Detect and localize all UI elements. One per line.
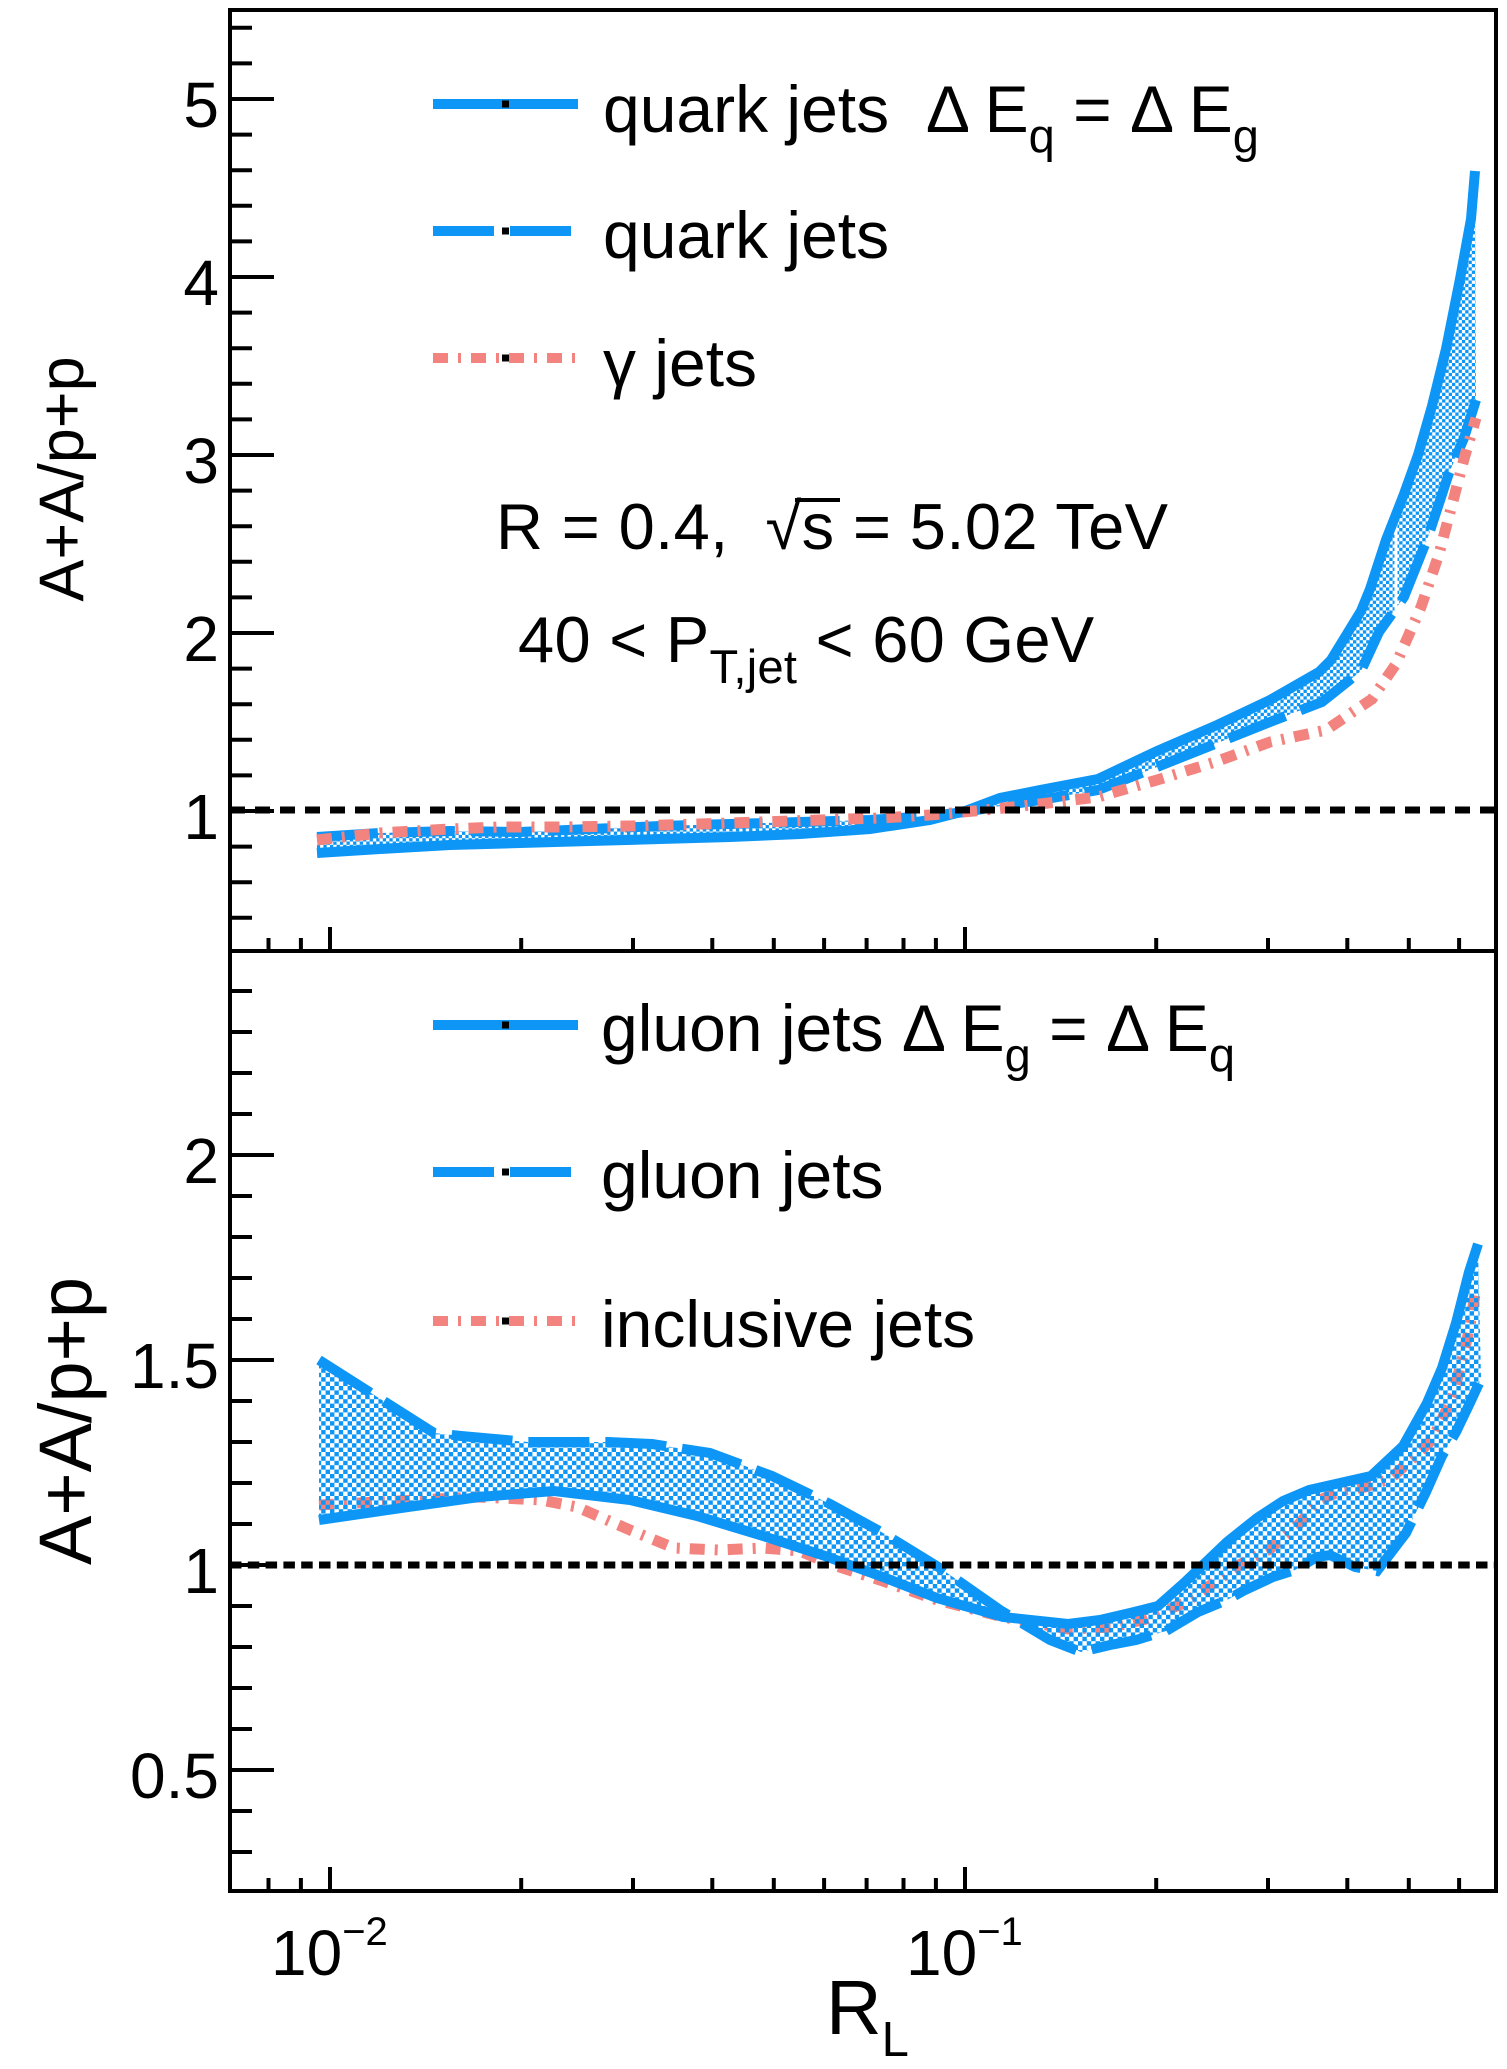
svg-text:inclusive jets: inclusive jets <box>601 1287 975 1361</box>
svg-text:10−2: 10−2 <box>271 1910 388 1989</box>
svg-text:quark jets: quark jets <box>603 198 889 272</box>
svg-text:3: 3 <box>183 425 219 497</box>
svg-text:gluon jets: gluon jets <box>601 1138 884 1212</box>
svg-text:4: 4 <box>183 247 219 319</box>
svg-text:1.5: 1.5 <box>130 1330 219 1402</box>
svg-text:R = 0.4, √s = 5.02 TeV: R = 0.4, √s = 5.02 TeV <box>496 490 1169 563</box>
svg-text:2: 2 <box>183 603 219 675</box>
svg-text:1: 1 <box>183 781 219 853</box>
svg-text:0.5: 0.5 <box>130 1740 219 1812</box>
svg-text:2: 2 <box>183 1125 219 1197</box>
svg-text:1: 1 <box>183 1535 219 1607</box>
svg-text:γ jets: γ jets <box>603 326 757 400</box>
svg-text:A+A/p+p: A+A/p+p <box>27 356 97 601</box>
svg-text:5: 5 <box>183 69 219 141</box>
svg-text:A+A/p+p: A+A/p+p <box>24 1277 107 1565</box>
